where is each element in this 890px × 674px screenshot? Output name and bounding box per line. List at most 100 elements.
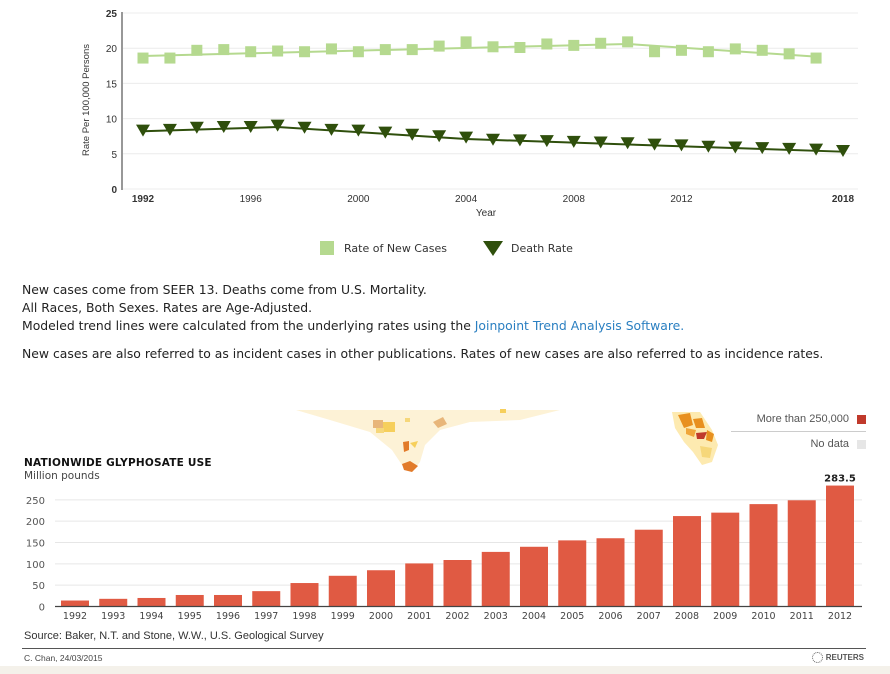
- y-tick-label: 250: [26, 496, 45, 507]
- death-rate-point: [243, 121, 258, 134]
- death-rate-point: [836, 144, 850, 157]
- new-cases-point: [595, 37, 607, 49]
- death-rate-point: [566, 135, 581, 148]
- new-cases-point: [245, 46, 257, 58]
- footer-band: [0, 666, 890, 674]
- bar: [290, 583, 319, 607]
- x-tick-label: 2008: [675, 611, 699, 622]
- bar: [61, 600, 89, 607]
- map-legend-nodata-label: No data: [810, 438, 849, 450]
- death-rate-point: [405, 128, 420, 141]
- map-legend-high: More than 250,000: [706, 410, 866, 428]
- new-cases-point: [137, 52, 149, 64]
- new-cases-point: [218, 44, 230, 56]
- new-cases-point: [783, 48, 795, 60]
- death-rate-point: [782, 142, 797, 155]
- death-rate-legend-marker: [482, 240, 503, 256]
- y-tick-label: 20: [106, 44, 118, 55]
- death-rate-point: [728, 141, 743, 154]
- new-cases-point: [191, 44, 203, 56]
- new-cases-point: [325, 43, 337, 55]
- map-legend: More than 250,000 No data: [706, 410, 866, 453]
- new-cases-legend-label: Rate of New Cases: [344, 241, 447, 255]
- x-tick-label: 1992: [132, 194, 155, 205]
- bar: [787, 500, 816, 607]
- note-trend-lines: Modeled trend lines were calculated from…: [22, 317, 882, 335]
- chart-legend: Rate of New Cases Death Rate: [320, 238, 573, 258]
- map-fragment-east: [672, 412, 718, 465]
- x-tick-label: 2000: [347, 194, 370, 205]
- y-tick-label: 25: [106, 9, 118, 20]
- bar: [558, 540, 587, 607]
- x-tick-label: 2001: [407, 611, 431, 622]
- x-tick-label: 1996: [240, 194, 263, 205]
- new-cases-point: [460, 36, 472, 48]
- y-tick-label: 15: [106, 79, 118, 90]
- death-rate-point: [270, 119, 285, 132]
- bar: [137, 597, 166, 607]
- new-cases-point: [272, 45, 284, 57]
- death-rate-point: [162, 123, 177, 136]
- death-rate-point: [486, 133, 500, 146]
- bar: [749, 504, 778, 607]
- death-rate-point: [512, 134, 527, 147]
- new-cases-point: [514, 41, 526, 53]
- x-axis-label: Year: [476, 208, 497, 219]
- new-cases-legend-swatch: [320, 241, 334, 255]
- new-cases-point: [433, 40, 445, 52]
- death-rate-point: [297, 121, 312, 134]
- x-tick-label: 1992: [63, 611, 87, 622]
- new-cases-point: [675, 44, 687, 56]
- death-rate-point: [674, 139, 689, 152]
- map-fragment-west: [296, 409, 560, 472]
- author-credit: C. Chan, 24/03/2015: [24, 653, 103, 663]
- y-tick-label: 50: [32, 581, 45, 592]
- new-cases-point: [379, 44, 391, 56]
- bar: [481, 551, 510, 607]
- x-tick-label: 1994: [139, 611, 163, 622]
- x-tick-label: 1996: [216, 611, 240, 622]
- y-tick-label: 0: [111, 185, 117, 196]
- joinpoint-link[interactable]: Joinpoint Trend Analysis Software.: [474, 318, 685, 333]
- x-tick-label: 2012: [670, 194, 693, 205]
- death-rate-point: [647, 138, 662, 151]
- y-tick-label: 100: [26, 560, 45, 571]
- series-new-cases: [137, 36, 822, 64]
- series-death-rate: [136, 119, 850, 157]
- x-tick-label: 2002: [445, 611, 469, 622]
- glyphosate-bar-chart: 0 50 100 150 200 250 1992 1993 1994 1995 1996 1997…: [26, 409, 862, 622]
- death-rate-point: [378, 126, 393, 139]
- death-rate-point: [136, 124, 150, 137]
- new-cases-point: [541, 38, 553, 50]
- x-tick-label: 2005: [560, 611, 584, 622]
- x-tick-label: 2007: [637, 611, 661, 622]
- reuters-logo-icon: [811, 652, 823, 663]
- new-cases-point: [487, 41, 499, 53]
- death-rate-point: [351, 124, 366, 137]
- reuters-wordmark: REUTERS: [825, 653, 864, 662]
- x-tick-label: 1998: [292, 611, 316, 622]
- death-rate-legend-label: Death Rate: [510, 241, 573, 255]
- bar: [328, 575, 357, 607]
- death-rate-point: [593, 136, 608, 149]
- death-rate-point: [539, 135, 554, 148]
- bar: [673, 516, 701, 607]
- bar: [443, 560, 472, 607]
- y-tick-label: 150: [26, 539, 45, 550]
- x-tick-label: 2004: [522, 611, 546, 622]
- x-tick-label: 1999: [331, 611, 355, 622]
- chart-notes: New cases come from SEER 13. Deaths come…: [22, 281, 882, 363]
- x-tick-label: 2003: [484, 611, 508, 622]
- x-tick-label: 1997: [254, 611, 278, 622]
- new-cases-point: [756, 44, 768, 56]
- x-tick-label: 2008: [563, 194, 586, 205]
- note-incidence: New cases are also referred to as incide…: [22, 346, 824, 361]
- note-trend-text: Modeled trend lines were calculated from…: [22, 318, 475, 333]
- x-tick-label: 2006: [598, 611, 622, 622]
- new-cases-point: [649, 46, 661, 58]
- x-tick-label: 2012: [828, 611, 852, 622]
- new-cases-point: [299, 46, 311, 58]
- y-tick-label: 200: [26, 517, 45, 528]
- death-rate-point: [620, 137, 635, 150]
